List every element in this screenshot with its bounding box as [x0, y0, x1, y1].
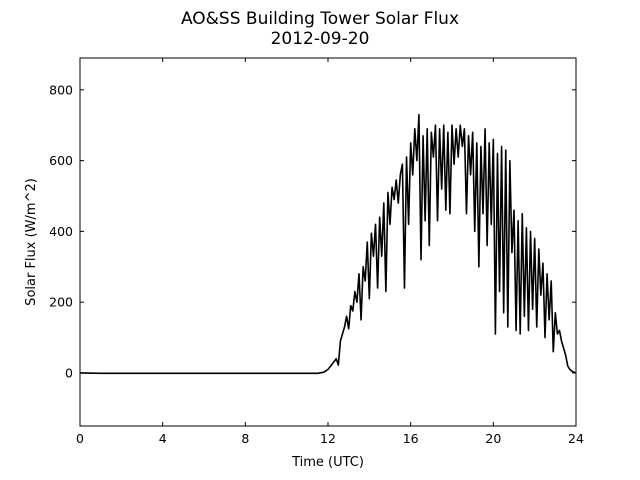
series-layer: [80, 113, 576, 375]
y-axis-label: Solar Flux (W/m^2): [24, 178, 39, 306]
chart-subtitle: 2012-09-20: [271, 29, 370, 49]
x-tick-label: 20: [485, 431, 501, 446]
y-tick-label: 600: [49, 153, 73, 168]
y-tick-label: 200: [49, 295, 73, 310]
y-tick-label: 400: [49, 224, 73, 239]
x-tick-label: 0: [76, 431, 84, 446]
y-tick-label: 0: [65, 365, 73, 380]
y-tick-label: 800: [49, 82, 73, 97]
x-tick-label: 24: [568, 431, 584, 446]
solar-flux-series-line: [80, 113, 576, 375]
x-tick-label: 12: [320, 431, 336, 446]
x-tick-label: 4: [159, 431, 167, 446]
x-tick-label: 16: [403, 431, 419, 446]
chart-title: AO&SS Building Tower Solar Flux: [181, 9, 459, 29]
x-tick-label: 8: [241, 431, 249, 446]
ticks-layer: 0 4 8 12 16 20 24 0 200 400 600 800: [49, 58, 584, 446]
x-axis-label: Time (UTC): [291, 455, 364, 470]
